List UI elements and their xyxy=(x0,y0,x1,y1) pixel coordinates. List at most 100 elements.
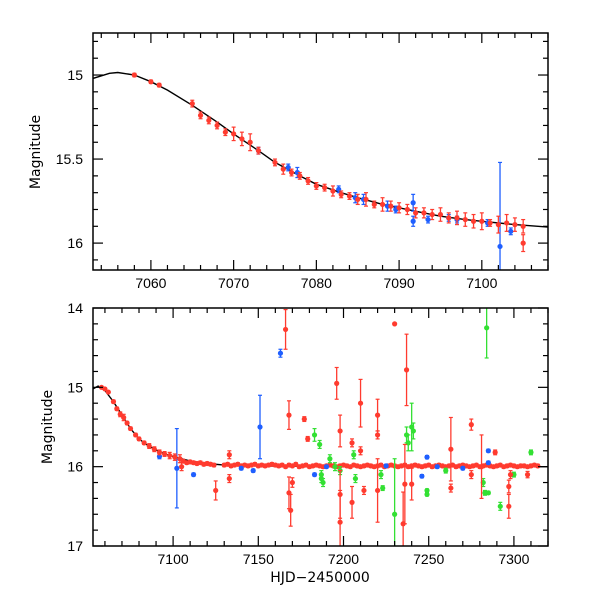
blue-marker xyxy=(497,243,503,250)
red-marker xyxy=(117,411,123,417)
red-data-point xyxy=(146,443,152,450)
red-data-point xyxy=(340,462,347,468)
green-data-point xyxy=(378,470,384,480)
red-data-point xyxy=(357,378,364,428)
red-marker xyxy=(357,448,364,454)
red-marker xyxy=(148,79,154,85)
red-data-point xyxy=(334,366,340,400)
red-marker xyxy=(297,173,303,179)
red-data-point xyxy=(402,443,408,525)
y-tick-label: 15 xyxy=(67,67,83,83)
blue-data-point xyxy=(383,463,389,469)
x-tick-label: 7060 xyxy=(135,275,166,291)
red-marker xyxy=(363,196,369,203)
red-marker xyxy=(301,416,307,422)
red-marker xyxy=(156,82,162,88)
red-data-point xyxy=(330,185,336,197)
blue-data-point xyxy=(190,472,197,478)
green-data-point xyxy=(424,491,430,498)
x-tick-label: 7100 xyxy=(158,551,189,567)
red-data-point xyxy=(127,425,134,432)
red-data-point xyxy=(448,416,454,482)
red-data-point xyxy=(337,414,343,448)
blue-marker xyxy=(277,350,284,356)
red-marker xyxy=(289,479,295,486)
red-marker xyxy=(504,220,510,226)
red-data-point xyxy=(141,440,147,446)
blue-marker xyxy=(424,454,430,460)
red-data-point xyxy=(305,176,311,185)
red-marker xyxy=(535,463,541,469)
red-data-point xyxy=(357,446,364,456)
green-data-point xyxy=(484,308,490,359)
red-marker xyxy=(495,222,501,228)
red-data-point xyxy=(167,451,173,460)
red-data-point xyxy=(272,158,278,167)
red-data-point xyxy=(247,133,253,152)
green-data-point xyxy=(485,490,491,496)
red-marker xyxy=(338,191,344,197)
green-marker xyxy=(332,464,338,470)
red-data-point xyxy=(392,321,398,327)
red-data-point xyxy=(349,438,355,448)
red-data-point xyxy=(288,493,294,527)
red-data-point xyxy=(349,485,355,519)
blue-marker xyxy=(460,465,466,471)
green-data-point xyxy=(327,454,333,464)
red-data-point xyxy=(470,213,477,229)
red-data-point xyxy=(361,485,367,496)
blue-data-point xyxy=(410,215,416,227)
red-data-point xyxy=(102,386,108,392)
red-data-point xyxy=(252,461,258,467)
red-marker xyxy=(470,218,477,224)
green-data-point xyxy=(320,477,326,488)
red-data-point xyxy=(388,200,394,212)
green-data-point xyxy=(443,467,449,474)
red-marker xyxy=(146,443,152,449)
red-marker xyxy=(388,203,394,209)
red-data-point xyxy=(297,171,303,180)
green-data-point xyxy=(424,487,430,494)
blue-marker xyxy=(174,465,180,471)
red-data-point xyxy=(259,462,265,468)
red-marker xyxy=(520,223,526,229)
green-marker xyxy=(380,485,386,491)
plot-frame xyxy=(92,32,549,271)
blue-marker xyxy=(485,448,491,454)
red-data-point xyxy=(156,82,162,88)
red-data-point xyxy=(404,203,410,216)
red-data-point xyxy=(337,489,343,546)
green-marker xyxy=(484,325,490,331)
red-marker xyxy=(247,139,253,145)
green-data-point xyxy=(410,422,416,440)
red-marker xyxy=(110,399,117,405)
blue-data-point xyxy=(238,465,244,471)
red-marker xyxy=(374,412,381,418)
red-data-point xyxy=(213,480,219,501)
red-marker xyxy=(133,432,139,438)
red-marker xyxy=(413,210,419,216)
red-marker xyxy=(392,321,398,327)
red-marker xyxy=(114,406,120,412)
green-data-point xyxy=(317,439,323,450)
x-tick-label: 7250 xyxy=(413,551,444,567)
red-marker xyxy=(288,507,294,513)
red-marker xyxy=(282,326,289,333)
red-data-point xyxy=(429,208,435,221)
blue-data-point xyxy=(424,454,430,460)
red-data-point xyxy=(172,453,178,461)
x-tick-label: 7100 xyxy=(466,275,497,291)
green-data-point xyxy=(311,427,318,442)
x-tick-label: 7200 xyxy=(328,551,359,567)
red-data-point xyxy=(110,399,117,405)
red-data-point xyxy=(524,470,531,479)
blue-data-point xyxy=(323,464,330,470)
red-data-point xyxy=(189,99,195,108)
red-marker xyxy=(127,425,134,432)
y-tick-label: 14 xyxy=(67,300,83,316)
bottom-y-axis-label: Magnitude xyxy=(40,390,56,464)
red-data-point xyxy=(454,210,460,226)
red-marker xyxy=(349,440,355,446)
blue-data-point xyxy=(460,465,466,471)
red-data-point xyxy=(322,183,328,192)
